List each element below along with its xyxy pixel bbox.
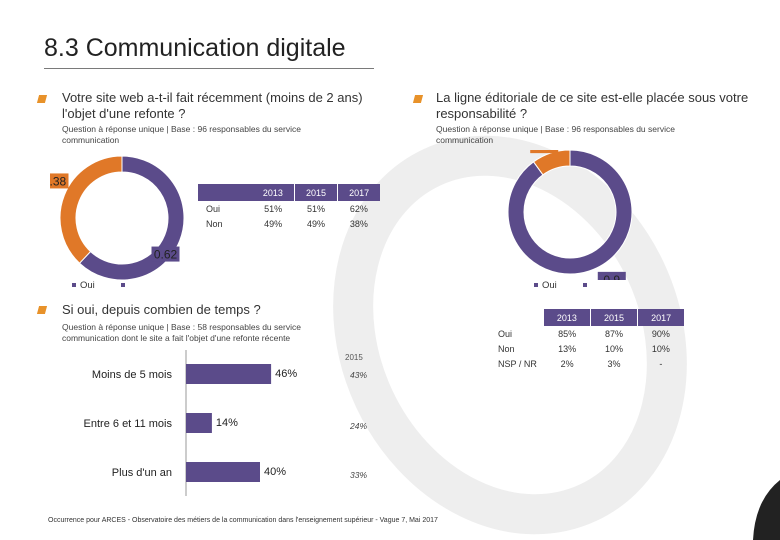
donut-slice-non (532, 150, 571, 176)
legend-swatch-non (121, 283, 126, 288)
row-label: Non (206, 218, 223, 229)
bar (186, 413, 212, 433)
cell: 10% (604, 343, 623, 354)
cell: 85% (558, 328, 577, 339)
q1-year-1: 2015 (293, 184, 338, 201)
q1-year-2: 2017 (337, 184, 380, 201)
data-label-oui: 0.62 (154, 248, 178, 262)
cell: 2% (560, 358, 574, 369)
bar-value-label: 14% (216, 417, 238, 429)
q1-bullet-icon (36, 95, 48, 103)
cell: 90% (651, 328, 670, 339)
data-label-bg (50, 173, 69, 189)
cell: 38% (349, 218, 368, 229)
q2-legend-oui: Oui (542, 280, 557, 291)
q2-year-1: 2015 (589, 309, 638, 326)
compare-value-1: 24% (350, 421, 368, 431)
bar-value-label: 40% (264, 466, 286, 478)
data-label-bg (530, 150, 559, 154)
data-label-oui: 0.9 (603, 273, 620, 280)
table-row: Non 49% 49% 38% (198, 216, 380, 231)
bar-chart-duree: Moins de 5 mois 46% Entre 6 et 11 mois 14% P… (84, 350, 297, 496)
q2-year-2: 2017 (637, 309, 684, 326)
table-row: Non 13% 10% 10% (492, 341, 684, 356)
cell: 49% (264, 218, 283, 229)
legend-swatch-non (583, 283, 588, 288)
q1-subtitle: Question à réponse unique | Base : 96 re… (62, 124, 301, 145)
q3-bullet-icon (36, 306, 48, 314)
q1-table: 2013 2015 2017 Oui 51% 51% 62% Non 49% 4… (198, 184, 380, 231)
cell: 13% (558, 343, 577, 354)
q2-question: La ligne éditoriale de ce site est-elle … (436, 90, 749, 121)
table-row: Oui 51% 51% 62% (198, 201, 380, 216)
q2-table: 2013 2015 2017 Oui 85% 87% 90% Non 13% 1… (492, 309, 684, 371)
q3-subtitle: Question à réponse unique | Base : 58 re… (62, 322, 301, 343)
compare-value-2: 33% (350, 470, 368, 480)
cell: 3% (607, 358, 621, 369)
page-title: 8.3 Communication digitale (44, 34, 346, 62)
bar (186, 364, 272, 384)
q1-question: Votre site web a-t-il fait récemment (mo… (62, 90, 363, 121)
q1-year-0: 2013 (252, 184, 295, 201)
watermark-logo (333, 135, 687, 535)
donut-slice-non (59, 155, 123, 264)
compare-year: 2015 (345, 353, 363, 362)
q2-bullet-icon (412, 95, 424, 103)
cell: 51% (306, 203, 325, 214)
q1-legend-oui: Oui (80, 280, 95, 291)
data-label-non: 0.38 (50, 174, 66, 188)
data-label-bg (151, 246, 180, 262)
legend-swatch-oui (534, 283, 538, 288)
table-row: Oui 85% 87% 90% (492, 326, 684, 341)
category-label: Entre 6 et 11 mois (84, 418, 173, 430)
cell: 49% (306, 218, 325, 229)
compare-value-0: 43% (350, 370, 368, 380)
data-label-bg (597, 271, 626, 280)
q1-legend: Oui (72, 280, 129, 291)
row-label: Oui (206, 203, 221, 214)
row-label: NSP / NR (498, 358, 537, 369)
q3-question: Si oui, depuis combien de temps ? (62, 302, 261, 317)
category-label: Plus d'un an (112, 467, 172, 479)
q2-subtitle: Question à réponse unique | Base : 96 re… (436, 124, 675, 145)
data-label-non: 0.1 (536, 150, 553, 153)
title-divider (44, 68, 374, 69)
cell: 87% (604, 328, 623, 339)
category-label: Moins de 5 mois (92, 369, 173, 381)
q2-legend: Oui (534, 280, 591, 291)
q2-year-0: 2013 (544, 309, 591, 326)
cell: - (659, 358, 663, 369)
footer-source: Occurrence pour ARCES - Observatoire des… (48, 517, 438, 524)
cell: 51% (264, 203, 283, 214)
row-label: Non (498, 343, 515, 354)
donut-slice-oui (507, 150, 633, 275)
cell: 10% (651, 343, 670, 354)
donut-chart-refonte: 0.62 0.38 (50, 155, 185, 281)
row-label: Oui (498, 328, 513, 339)
bar-value-label: 46% (275, 368, 297, 380)
cell: 62% (349, 203, 368, 214)
corner-mark (753, 480, 780, 540)
donut-chart-ligne-editoriale: 0.9 0.1 (507, 150, 633, 280)
table-row: NSP / NR 2% 3% - (492, 356, 684, 371)
legend-swatch-oui (72, 283, 76, 288)
bar (186, 462, 260, 482)
